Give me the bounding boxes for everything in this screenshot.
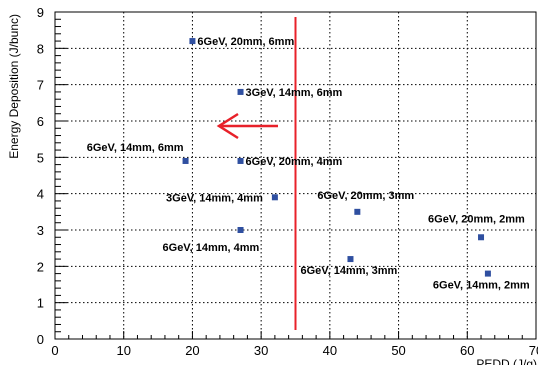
data-point-label: 6GeV, 20mm, 2mm bbox=[428, 213, 525, 225]
data-point bbox=[237, 157, 244, 164]
y-tick-label: 7 bbox=[37, 78, 44, 93]
arrow-head bbox=[216, 112, 239, 140]
data-point bbox=[271, 194, 278, 201]
data-point-label: 3GeV, 14mm, 6mm bbox=[246, 87, 343, 99]
data-points bbox=[182, 38, 491, 277]
data-point-label: 3GeV, 14mm, 4mm bbox=[166, 192, 263, 204]
axis-ticks bbox=[54, 11, 537, 340]
data-point bbox=[237, 227, 244, 233]
y-tick-label: 0 bbox=[37, 332, 44, 347]
data-point bbox=[182, 157, 189, 164]
x-tick-label: 60 bbox=[460, 343, 474, 358]
y-tick-label: 9 bbox=[37, 5, 44, 20]
y-tick-label: 5 bbox=[37, 150, 44, 165]
y-tick-label: 4 bbox=[37, 187, 44, 202]
y-tick-label: 3 bbox=[37, 223, 44, 238]
data-point-label: 6GeV, 14mm, 6mm bbox=[87, 142, 184, 154]
data-point-label: 6GeV, 14mm, 4mm bbox=[163, 242, 260, 254]
data-point-labels: 6GeV, 20mm, 6mm 3GeV, 14mm, 6mm 6GeV, 14mm… bbox=[87, 36, 530, 292]
y-tick-label: 6 bbox=[37, 114, 44, 129]
x-tick-label: 40 bbox=[323, 343, 337, 358]
data-point bbox=[347, 256, 354, 263]
x-axis-title: PEDD (J/g) bbox=[476, 357, 537, 365]
y-tick-label: 1 bbox=[37, 296, 44, 311]
x-tick-label: 0 bbox=[51, 343, 58, 358]
left-arrow-icon bbox=[216, 112, 278, 140]
x-tick-labels: 0 10 20 30 40 50 60 70 bbox=[51, 343, 538, 358]
data-point bbox=[189, 38, 196, 45]
data-point-label: 6GeV, 20mm, 6mm bbox=[197, 36, 294, 48]
y-tick-labels: 0 1 2 3 4 5 6 7 8 9 bbox=[37, 5, 44, 347]
y-axis-title: Energy Deposition (J/bunc) bbox=[7, 14, 21, 159]
data-point-label: 6GeV, 14mm, 2mm bbox=[433, 280, 530, 292]
x-tick-label: 50 bbox=[391, 343, 405, 358]
x-tick-label: 70 bbox=[529, 343, 538, 358]
data-point bbox=[237, 88, 244, 95]
data-point-label: 6GeV, 20mm, 4mm bbox=[246, 156, 343, 168]
data-point bbox=[484, 270, 491, 277]
data-point-label: 6GeV, 20mm, 3mm bbox=[317, 190, 414, 202]
x-tick-label: 30 bbox=[254, 343, 268, 358]
y-tick-label: 2 bbox=[37, 259, 44, 274]
data-point bbox=[354, 208, 361, 215]
data-point bbox=[478, 234, 485, 241]
y-tick-label: 8 bbox=[37, 41, 44, 56]
x-tick-label: 20 bbox=[185, 343, 199, 358]
x-tick-label: 10 bbox=[116, 343, 130, 358]
data-point-label: 6GeV, 14mm, 3mm bbox=[300, 265, 397, 277]
plot-frame bbox=[54, 11, 537, 340]
